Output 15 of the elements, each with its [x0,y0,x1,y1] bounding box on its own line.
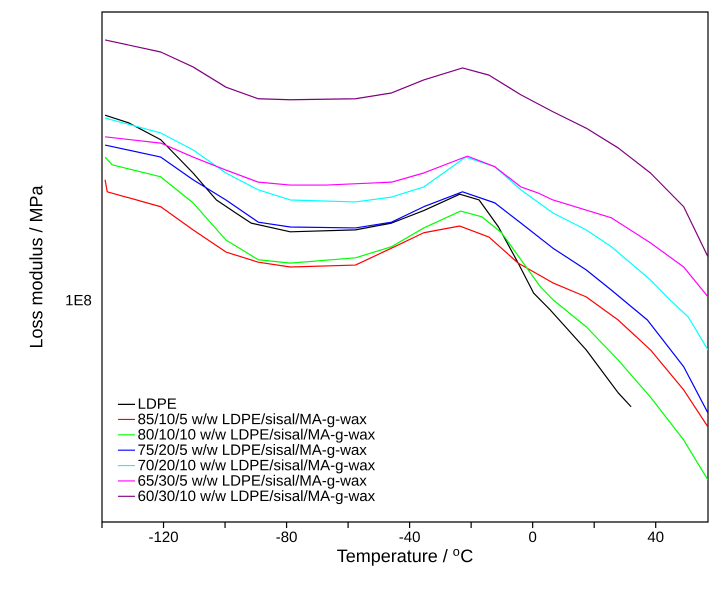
legend-label: 60/30/10 w/w LDPE/sisal/MA-g-wax [138,490,375,504]
y-axis-title: Loss modulus / MPa [29,185,42,348]
legend-label: 80/10/10 w/w LDPE/sisal/MA-g-wax [138,428,375,443]
x-tick-label: 0 [529,532,536,542]
x-tick-label: -40 [399,532,420,542]
legend-label: 70/20/10 w/w LDPE/sisal/MA-g-wax [138,459,375,474]
legend-label: 75/20/5 w/w LDPE/sisal/MA-g-wax [138,444,367,458]
x-tick-label: 40 [648,532,664,542]
x-axis-title: Temperature / $^{o}$C [337,549,473,566]
x-tick-label: -80 [276,532,297,542]
legend-label: 85/10/5 w/w LDPE/sisal/MA-g-wax [138,413,367,428]
legend-label: 65/30/5 w/w LDPE/sisal/MA-g-wax [138,474,367,489]
legend-label: LDPE [138,398,176,409]
x-tick-label: -120 [149,532,178,542]
text: 1E8 [66,294,92,306]
